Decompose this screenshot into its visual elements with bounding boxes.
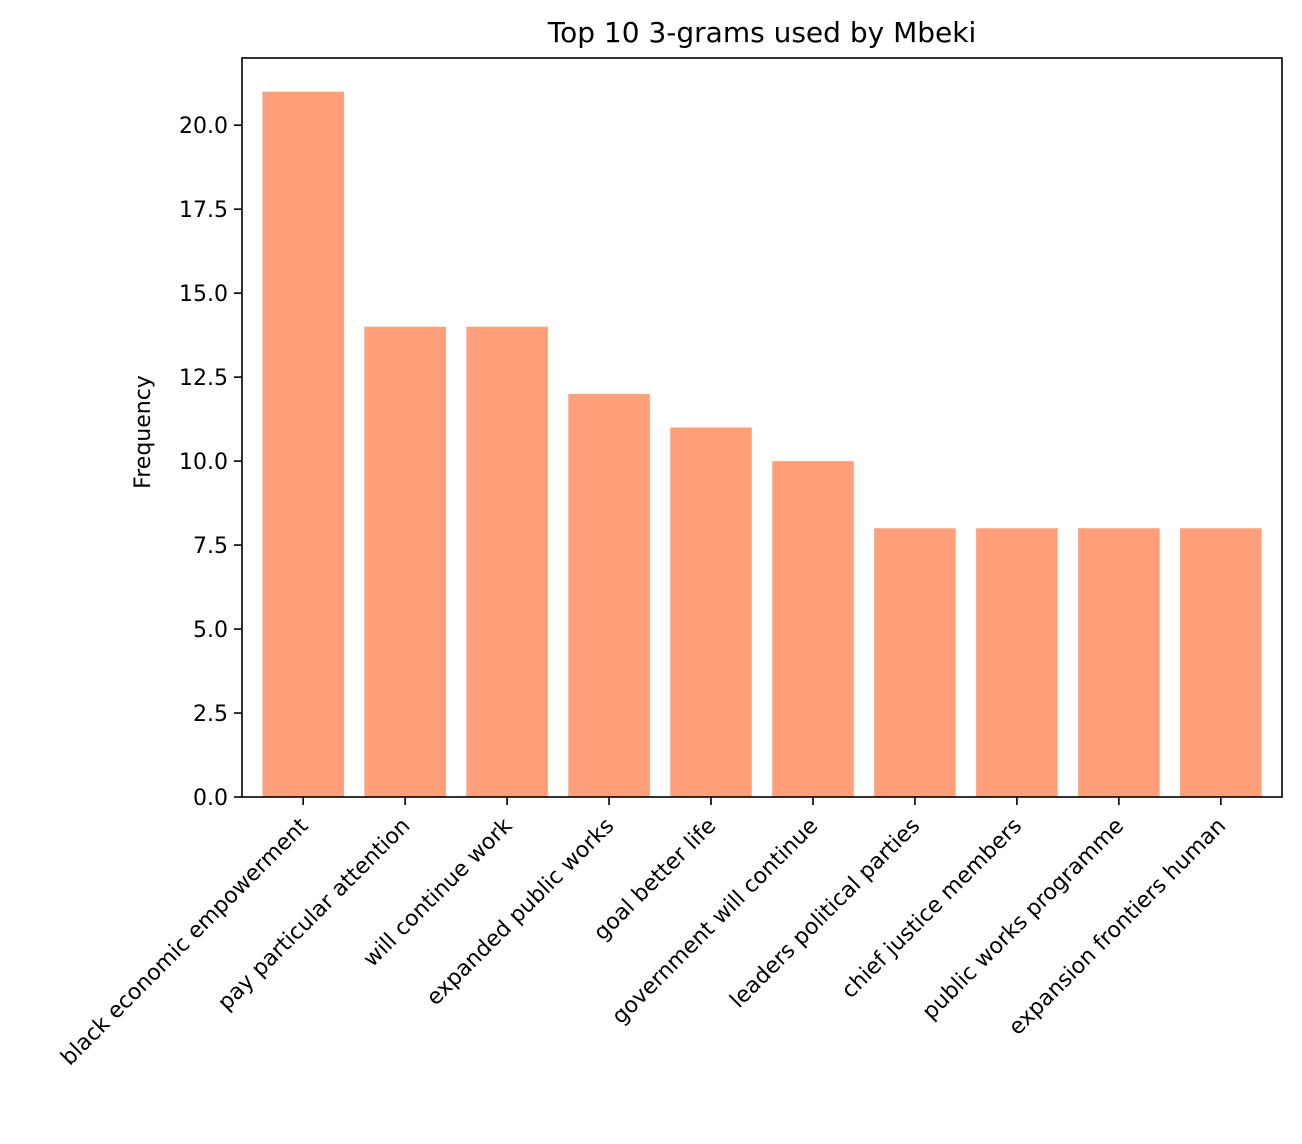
bar-5	[670, 427, 752, 797]
y-tick-label: 20.0	[179, 114, 228, 139]
x-tick-label: expanded public works	[422, 814, 619, 1011]
x-tick-label: expansion frontiers human	[1004, 814, 1231, 1041]
y-axis-label: Frequency	[131, 375, 156, 489]
chart-title: Top 10 3-grams used by Mbeki	[547, 16, 976, 49]
bar-8	[976, 528, 1058, 797]
bar-1	[262, 91, 344, 797]
bar-7	[874, 528, 956, 797]
bar-2	[364, 326, 446, 797]
y-axis-ticks: 0.0 2.5 5.0 7.5 10.0 12.5 15.0 17.5 20.0	[179, 114, 242, 811]
y-tick-label: 12.5	[179, 366, 228, 391]
bar-4	[568, 393, 650, 797]
bar-10	[1180, 528, 1262, 797]
x-tick-label: government will continue	[607, 814, 823, 1030]
y-tick-label: 5.0	[193, 618, 228, 643]
bar-9	[1078, 528, 1160, 797]
plot-frame	[241, 57, 1283, 798]
x-tick-label: chief justice members	[837, 814, 1027, 1004]
bar-3	[466, 326, 548, 797]
x-tick-label: pay particular attention	[213, 814, 415, 1016]
y-tick-label: 7.5	[193, 534, 228, 559]
y-tick-label: 2.5	[193, 702, 228, 727]
y-tick-label: 15.0	[179, 282, 228, 307]
x-tick-label: public works programme	[918, 814, 1129, 1025]
y-tick-label: 17.5	[179, 198, 228, 223]
x-tick-label: leaders political parties	[725, 814, 925, 1014]
bar-6	[772, 461, 854, 797]
y-tick-label: 10.0	[179, 450, 228, 475]
y-tick-label: 0.0	[193, 786, 228, 811]
bars-group	[262, 91, 1262, 797]
